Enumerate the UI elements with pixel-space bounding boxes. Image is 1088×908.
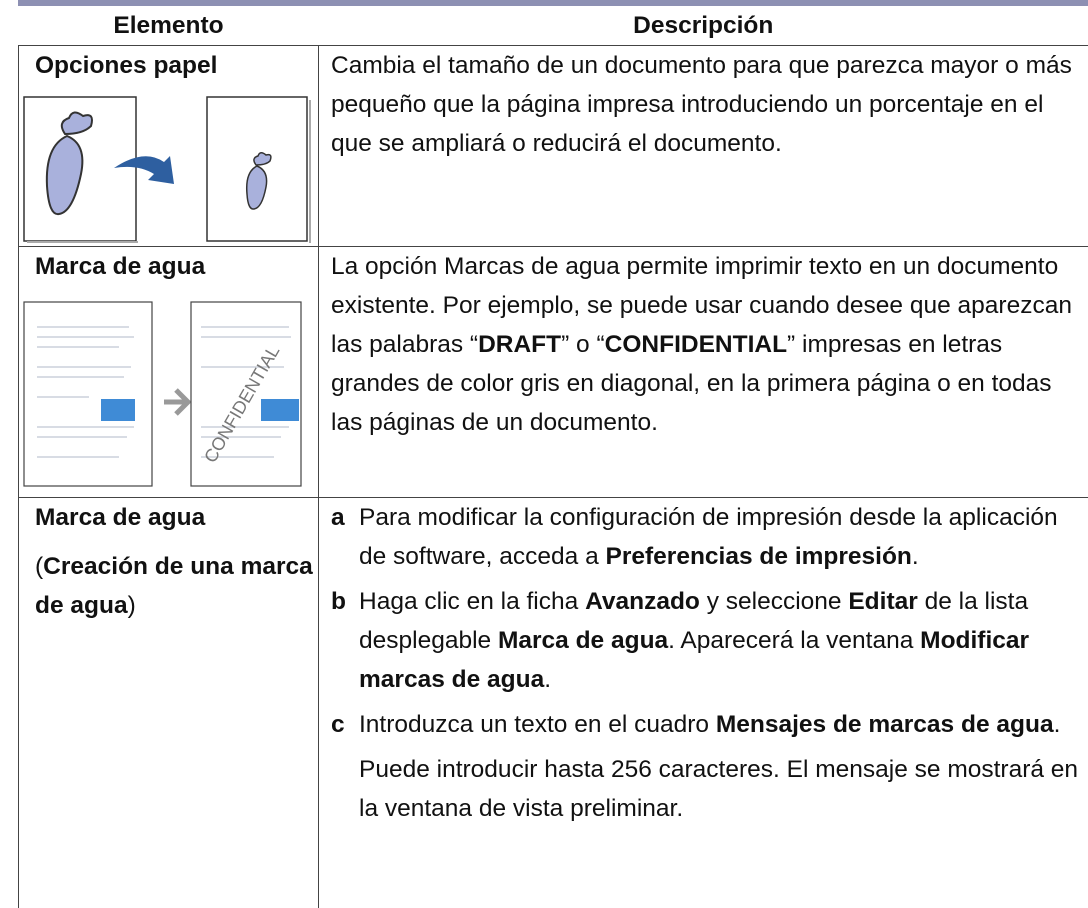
header-row: Elemento Descripción: [19, 6, 1088, 46]
item-cell: Marca de agua (Creación de una marca de a…: [19, 498, 319, 908]
illustration: CONFIDENTIAL: [19, 297, 319, 497]
text: Haga clic en la ficha: [359, 588, 585, 615]
header-cell: Descripción: [319, 6, 1088, 46]
text: Puede introducir hasta 256 caracteres. E…: [359, 756, 1078, 822]
description-cell: Cambia el tamaño de un documento para qu…: [319, 46, 1088, 247]
text: Editar: [848, 588, 917, 615]
text: y seleccione: [700, 588, 848, 615]
item-label: Marca de agua: [35, 247, 318, 286]
item-label: Opciones papel: [35, 46, 318, 85]
step-label: a: [331, 498, 345, 537]
text: (: [35, 553, 43, 580]
text: . Aparecerá la ventana: [668, 627, 920, 654]
note: Puede introducir hasta 256 caracteres. E…: [331, 750, 1088, 828]
text: Introduzca un texto en el cuadro: [359, 711, 716, 738]
text: Marca de agua: [498, 627, 668, 654]
text: CONFIDENTIAL: [605, 331, 787, 358]
step-label: c: [331, 705, 345, 744]
text: Cambia el tamaño de un documento para qu…: [331, 52, 1072, 157]
description: La opción Marcas de agua permite imprimi…: [331, 247, 1088, 442]
text: .: [544, 666, 551, 693]
step-text: Haga clic en la ficha Avanzado y selecci…: [359, 582, 1088, 699]
item-cell: Opciones papel: [19, 46, 319, 247]
step: a Para modificar la configuración de impr…: [331, 498, 1088, 576]
step: b Haga clic en la ficha Avanzado y selecc…: [331, 582, 1088, 699]
item-cell: Marca de agua CONFIDENTIAL: [19, 247, 319, 498]
text: Marca de agua: [35, 253, 205, 280]
row: Marca de agua CONFIDENTIAL La opción Mar…: [19, 247, 1088, 498]
step: c Introduzca un texto en el cuadro Mensaj…: [331, 705, 1088, 744]
table: Elemento Descripción Opciones papel Camb…: [18, 6, 1088, 908]
description-cell: La opción Marcas de agua permite imprimi…: [319, 247, 1088, 498]
row: Marca de agua (Creación de una marca de a…: [19, 498, 1088, 908]
text: Mensajes de marcas de agua: [716, 711, 1054, 738]
text: .: [912, 543, 919, 570]
description-cell: a Para modificar la configuración de impr…: [319, 498, 1088, 908]
item-label: (Creación de una marca de agua): [35, 547, 318, 625]
text: Creación de una marca de agua: [35, 553, 313, 619]
text: Avanzado: [585, 588, 700, 615]
text: Opciones papel: [35, 52, 217, 79]
row: Opciones papel Cambia el tamaño de un do…: [19, 46, 1088, 247]
text: ” o “: [561, 331, 605, 358]
step-text: Para modificar la configuración de impre…: [359, 498, 1088, 576]
description: Cambia el tamaño de un documento para qu…: [331, 46, 1088, 163]
step-text: Introduzca un texto en el cuadro Mensaje…: [359, 705, 1088, 744]
text: Preferencias de impresión: [606, 543, 912, 570]
step-label: b: [331, 582, 346, 621]
illustration: [19, 96, 319, 246]
header-cell: Elemento: [19, 6, 319, 46]
text: DRAFT: [478, 331, 561, 358]
text: ): [128, 592, 136, 619]
text: .: [1054, 711, 1061, 738]
text: Marca de agua: [35, 504, 205, 531]
item-label: Marca de agua: [35, 498, 318, 537]
